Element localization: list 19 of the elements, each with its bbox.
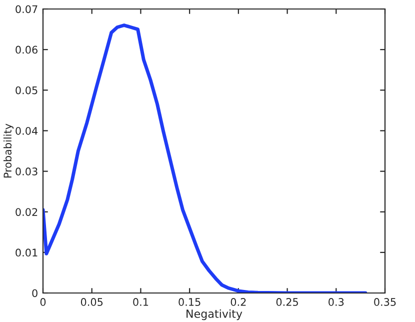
y-tick-label: 0 [32,289,38,298]
y-tick-label: 0.03 [16,168,38,176]
x-axis-title: Negativity [186,309,242,320]
x-tick-label: 0.1 [133,298,148,306]
x-tick-label: 0.25 [276,298,298,306]
y-tick-label: 0.07 [16,5,38,14]
x-tick-label: 0.15 [178,298,200,306]
line-series [43,23,368,293]
y-tick-label: 0.06 [16,46,38,54]
y-axis-title: Probability [3,124,14,178]
y-tick-label: 0.02 [16,208,38,216]
y-tick-label: 0.05 [16,86,38,94]
x-tick-label: 0.3 [328,298,344,306]
x-tick-label: 0.2 [230,298,246,306]
x-tick-label: 0.35 [374,298,396,306]
x-tick-label: 0.05 [80,298,103,306]
y-tick-label: 0.01 [16,248,38,257]
x-tick-label: 0 [40,298,46,306]
y-tick-label: 0.04 [16,126,38,135]
